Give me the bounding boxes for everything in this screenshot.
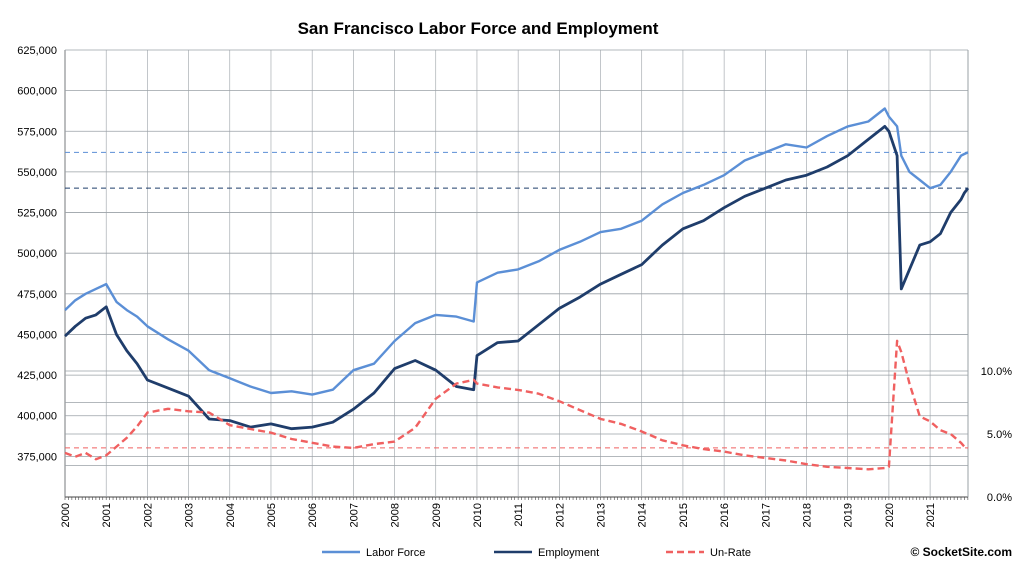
legend: Labor Force Employment Un-Rate xyxy=(322,547,751,559)
x-tick-label: 2003 xyxy=(184,503,196,527)
legend-label: Labor Force xyxy=(366,547,425,559)
series-labor-force xyxy=(64,107,969,396)
x-tick-label: 2001 xyxy=(101,503,113,527)
left-tick-label: 375,000 xyxy=(17,451,57,463)
x-tick-label: 2014 xyxy=(637,503,649,527)
x-tick-label: 2002 xyxy=(142,503,154,527)
x-tick-label: 2019 xyxy=(843,503,855,527)
x-tick-label: 2009 xyxy=(431,503,443,527)
left-tick-label: 525,000 xyxy=(17,208,57,220)
left-tick-label: 425,000 xyxy=(17,370,57,382)
x-tick-label: 2015 xyxy=(678,503,690,527)
x-tick-label: 2018 xyxy=(802,503,814,527)
left-tick-label: 600,000 xyxy=(17,86,57,98)
left-tick-label: 625,000 xyxy=(17,45,57,57)
series-lines xyxy=(64,107,970,471)
series-un-rate xyxy=(64,339,969,471)
right-tick-label: 5.0% xyxy=(987,429,1012,441)
x-tick-label: 2005 xyxy=(266,503,278,527)
right-tick-label: 10.0% xyxy=(981,366,1012,378)
x-tick-label: 2017 xyxy=(760,503,772,527)
x-tick-label: 2006 xyxy=(307,503,319,527)
left-tick-label: 400,000 xyxy=(17,411,57,423)
legend-label: Un-Rate xyxy=(710,547,751,559)
x-tick-label: 2021 xyxy=(925,503,937,527)
credit-text: © SocketSite.com xyxy=(910,545,1012,559)
chart-title: San Francisco Labor Force and Employment xyxy=(298,19,659,38)
x-tick-label: 2012 xyxy=(554,503,566,527)
right-axis-ticks: 0.0% 5.0% 10.0% xyxy=(981,366,1012,504)
left-tick-label: 450,000 xyxy=(17,329,57,341)
x-tick-label: 2008 xyxy=(390,503,402,527)
x-axis-ticks: 2000 2001 2002 2003 2004 2005 2006 2007 2008 2009… xyxy=(60,503,937,527)
left-tick-label: 550,000 xyxy=(17,167,57,179)
x-tick-label: 2010 xyxy=(472,503,484,527)
x-tick-label: 2011 xyxy=(513,503,525,527)
x-tick-label: 2007 xyxy=(348,503,360,527)
x-tick-label: 2000 xyxy=(60,503,72,527)
series-employment xyxy=(64,125,970,431)
left-tick-label: 575,000 xyxy=(17,126,57,138)
x-tick-label: 2020 xyxy=(884,503,896,527)
x-tick-label: 2016 xyxy=(719,503,731,527)
x-tick-label: 2004 xyxy=(225,503,237,527)
reference-lines xyxy=(65,151,968,449)
left-tick-label: 500,000 xyxy=(17,248,57,260)
gridlines xyxy=(64,49,969,500)
left-axis-ticks: 375,000 400,000 425,000 450,000 475,000 500,0… xyxy=(17,45,57,463)
left-tick-label: 475,000 xyxy=(17,289,57,301)
x-tick-label: 2013 xyxy=(596,503,608,527)
legend-label: Employment xyxy=(538,547,599,559)
right-tick-label: 0.0% xyxy=(987,492,1012,504)
